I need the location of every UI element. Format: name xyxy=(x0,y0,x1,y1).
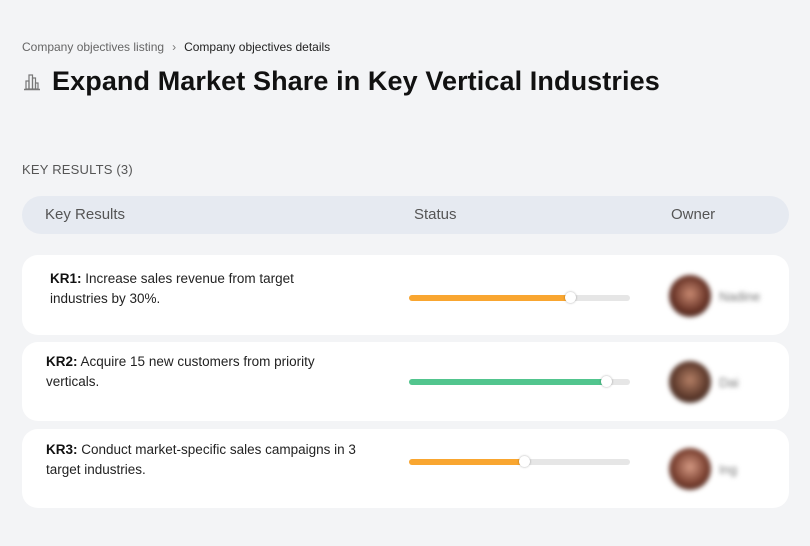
progress-fill xyxy=(409,295,571,301)
key-result-row[interactable]: KR2: Acquire 15 new customers from prior… xyxy=(22,342,789,421)
breadcrumb-separator-icon: › xyxy=(172,40,177,54)
owner-name: Dai xyxy=(719,374,739,390)
breadcrumb-current: Company objectives details xyxy=(184,40,331,54)
status-progress-bar[interactable] xyxy=(409,456,630,467)
avatar xyxy=(669,275,711,317)
key-result-text: Conduct market-specific sales campaigns … xyxy=(46,442,356,477)
progress-fill xyxy=(409,379,606,385)
key-result-description: KR1: Increase sales revenue from target … xyxy=(50,269,350,309)
owner-name: Ing xyxy=(719,461,738,477)
owner-name: Nadine xyxy=(719,288,761,304)
owner[interactable]: Nadine xyxy=(669,275,760,317)
key-result-id: KR3: xyxy=(46,442,78,457)
breadcrumb-link-listing[interactable]: Company objectives listing xyxy=(22,40,165,54)
status-progress-bar[interactable] xyxy=(409,376,630,387)
avatar xyxy=(669,361,711,403)
table-header: Key Results Status Owner xyxy=(22,196,789,234)
progress-handle[interactable] xyxy=(518,456,530,467)
key-result-id: KR2: xyxy=(46,354,78,369)
key-result-row[interactable]: KR3: Conduct market-specific sales campa… xyxy=(22,429,789,508)
status-progress-bar[interactable] xyxy=(409,292,630,303)
breadcrumb: Company objectives listing › Company obj… xyxy=(22,40,330,54)
key-results-count: KEY RESULTS (3) xyxy=(22,162,133,177)
key-result-description: KR2: Acquire 15 new customers from prior… xyxy=(46,352,346,392)
page-title: Expand Market Share in Key Vertical Indu… xyxy=(52,66,660,96)
column-header-owner: Owner xyxy=(671,206,716,223)
buildings-icon xyxy=(22,72,42,92)
page-header: Expand Market Share in Key Vertical Indu… xyxy=(22,66,660,97)
column-header-status: Status xyxy=(414,206,457,223)
key-result-row[interactable]: KR1: Increase sales revenue from target … xyxy=(22,255,789,335)
progress-handle[interactable] xyxy=(565,292,577,303)
avatar xyxy=(669,448,711,490)
owner[interactable]: Dai xyxy=(669,361,739,403)
progress-handle[interactable] xyxy=(600,376,612,387)
key-result-description: KR3: Conduct market-specific sales campa… xyxy=(46,440,366,480)
owner[interactable]: Ing xyxy=(669,448,737,490)
progress-fill xyxy=(409,459,524,465)
column-header-key-results: Key Results xyxy=(45,206,126,223)
key-result-text: Increase sales revenue from target indus… xyxy=(50,271,294,306)
key-result-text: Acquire 15 new customers from priority v… xyxy=(46,354,315,389)
key-result-id: KR1: xyxy=(50,271,82,286)
